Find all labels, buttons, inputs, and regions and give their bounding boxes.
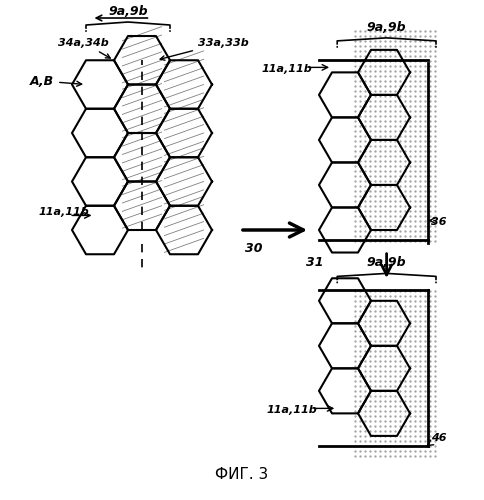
Text: A,B: A,B: [30, 74, 81, 88]
Text: 11a,11b: 11a,11b: [261, 64, 312, 74]
Text: 30: 30: [244, 242, 262, 255]
Text: 34a,34b: 34a,34b: [58, 38, 110, 58]
Text: 36: 36: [430, 218, 446, 228]
Text: 46: 46: [430, 433, 446, 443]
Text: 9a,9b: 9a,9b: [366, 256, 406, 270]
Text: 11a,11b: 11a,11b: [267, 406, 317, 415]
Text: 31: 31: [305, 256, 323, 269]
Text: 33a,33b: 33a,33b: [160, 38, 248, 60]
Text: 9a,9b: 9a,9b: [108, 5, 148, 18]
Text: ФИГ. 3: ФИГ. 3: [215, 467, 268, 482]
Text: 9a,9b: 9a,9b: [366, 21, 406, 34]
Text: 11a,11b: 11a,11b: [38, 208, 89, 218]
